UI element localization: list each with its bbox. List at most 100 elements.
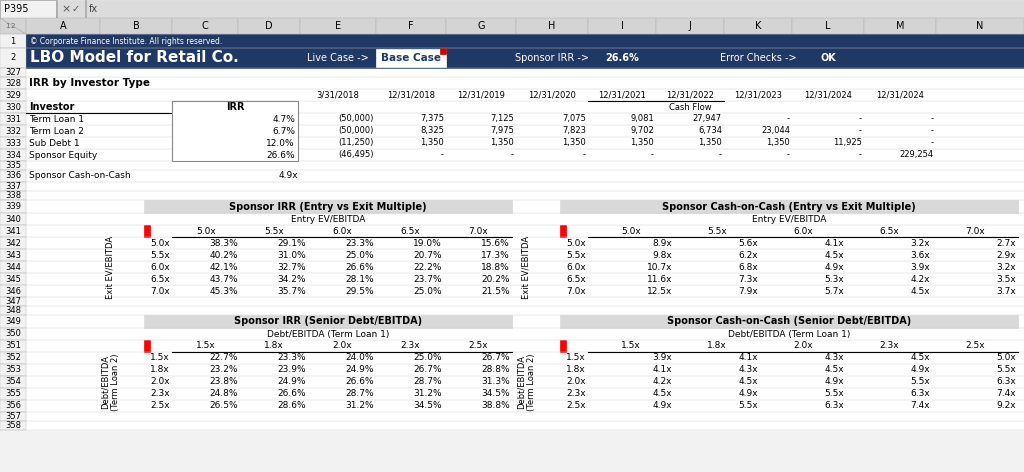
Text: 6.3x: 6.3x [910,389,930,398]
Text: 356: 356 [5,402,22,411]
Text: 5.5x: 5.5x [566,251,586,260]
Text: Sponsor Cash-on-Cash (Senior Debt/EBITDA): Sponsor Cash-on-Cash (Senior Debt/EBITDA… [667,317,911,327]
Text: 1,350: 1,350 [420,138,444,147]
Text: G: G [477,21,484,31]
Text: 6,734: 6,734 [698,126,722,135]
Text: IRR by Investor Type: IRR by Investor Type [29,78,150,88]
Text: 348: 348 [5,306,22,315]
Text: D: D [265,21,272,31]
Bar [560,315,1018,328]
Bar [26,68,1024,77]
Bar [792,18,864,34]
Text: 31.2%: 31.2% [345,402,374,411]
Bar [0,77,26,89]
Text: 31.3%: 31.3% [481,378,510,387]
Text: A: A [59,21,67,31]
Text: 330: 330 [5,102,22,111]
Bar [0,113,26,125]
Bar [26,48,1024,68]
Text: 10.7x: 10.7x [646,262,672,271]
Text: 6.3x: 6.3x [996,378,1016,387]
Text: 5.0x: 5.0x [566,238,586,247]
Bar [26,306,1024,315]
Text: 26.6%: 26.6% [266,151,295,160]
Text: 21.5%: 21.5% [481,287,510,295]
Text: 340: 340 [5,214,20,224]
Bar [26,225,1024,237]
Text: 328: 328 [5,78,22,87]
Text: 2: 2 [10,53,15,62]
Text: 344: 344 [5,262,20,271]
Text: 4.1x: 4.1x [652,365,672,374]
Text: 6.8x: 6.8x [738,262,758,271]
Text: Debt/EBITDA
(Term Loan 2): Debt/EBITDA (Term Loan 2) [516,353,536,411]
Bar [26,149,1024,161]
Text: 5.3x: 5.3x [824,275,844,284]
Text: 335: 335 [5,161,22,170]
Text: 352: 352 [5,354,20,362]
Text: Debt/EBITDA (Term Loan 1): Debt/EBITDA (Term Loan 1) [728,329,850,338]
Bar [26,297,1024,306]
Bar [26,388,1024,400]
Bar [0,89,26,101]
Bar [0,0,1024,18]
Bar [0,0,56,18]
Bar [724,18,792,34]
Text: 2.0x: 2.0x [332,342,352,351]
Text: 7.4x: 7.4x [996,389,1016,398]
Text: 26.6%: 26.6% [345,378,374,387]
Text: 4.9x: 4.9x [652,402,672,411]
Text: 12/31/2019: 12/31/2019 [457,91,505,100]
Text: 6.2x: 6.2x [738,251,758,260]
Text: 38.3%: 38.3% [209,238,238,247]
Text: 28.1%: 28.1% [345,275,374,284]
Text: 32.7%: 32.7% [278,262,306,271]
Bar [560,225,566,237]
Text: (50,000): (50,000) [339,115,374,124]
Bar [560,200,1018,213]
Bar [0,352,26,364]
Text: 345: 345 [5,275,20,284]
Bar [26,34,1024,48]
Text: -: - [787,151,790,160]
Bar [0,182,26,191]
Text: 329: 329 [5,91,20,100]
Bar [144,225,150,237]
Text: J: J [688,21,691,31]
Bar [26,328,1024,340]
Text: 4.1x: 4.1x [738,354,758,362]
Text: 11,925: 11,925 [834,138,862,147]
Text: L: L [825,21,830,31]
Text: 5.5x: 5.5x [738,402,758,411]
Text: 3.9x: 3.9x [652,354,672,362]
Text: 4.5x: 4.5x [910,354,930,362]
Text: 4.2x: 4.2x [652,378,672,387]
Text: 26.7%: 26.7% [481,354,510,362]
Text: 4.1x: 4.1x [824,238,844,247]
Text: (50,000): (50,000) [339,126,374,135]
Text: 6.5x: 6.5x [400,227,420,236]
Text: Error Checks ->: Error Checks -> [720,53,797,63]
Text: 6.7%: 6.7% [272,126,295,135]
Text: 26.6%: 26.6% [278,389,306,398]
Text: 3.6x: 3.6x [910,251,930,260]
Bar [144,340,150,352]
Text: 17.3%: 17.3% [481,251,510,260]
Text: LBO Model for Retail Co.: LBO Model for Retail Co. [30,51,239,66]
Bar [26,113,1024,125]
Text: 12.5x: 12.5x [646,287,672,295]
Text: 5.6x: 5.6x [738,238,758,247]
Text: 29.5%: 29.5% [345,287,374,295]
Text: 26.7%: 26.7% [414,365,442,374]
Text: 6.5x: 6.5x [880,227,899,236]
Text: Entry EV/EBITDA: Entry EV/EBITDA [752,214,826,224]
Bar [0,48,26,68]
Text: 26.5%: 26.5% [209,402,238,411]
Bar [0,191,26,200]
Text: 22.2%: 22.2% [414,262,442,271]
Text: 28.7%: 28.7% [414,378,442,387]
Text: 1.5x: 1.5x [566,354,586,362]
Text: 332: 332 [5,126,22,135]
Text: -: - [651,151,654,160]
Text: 9,702: 9,702 [630,126,654,135]
